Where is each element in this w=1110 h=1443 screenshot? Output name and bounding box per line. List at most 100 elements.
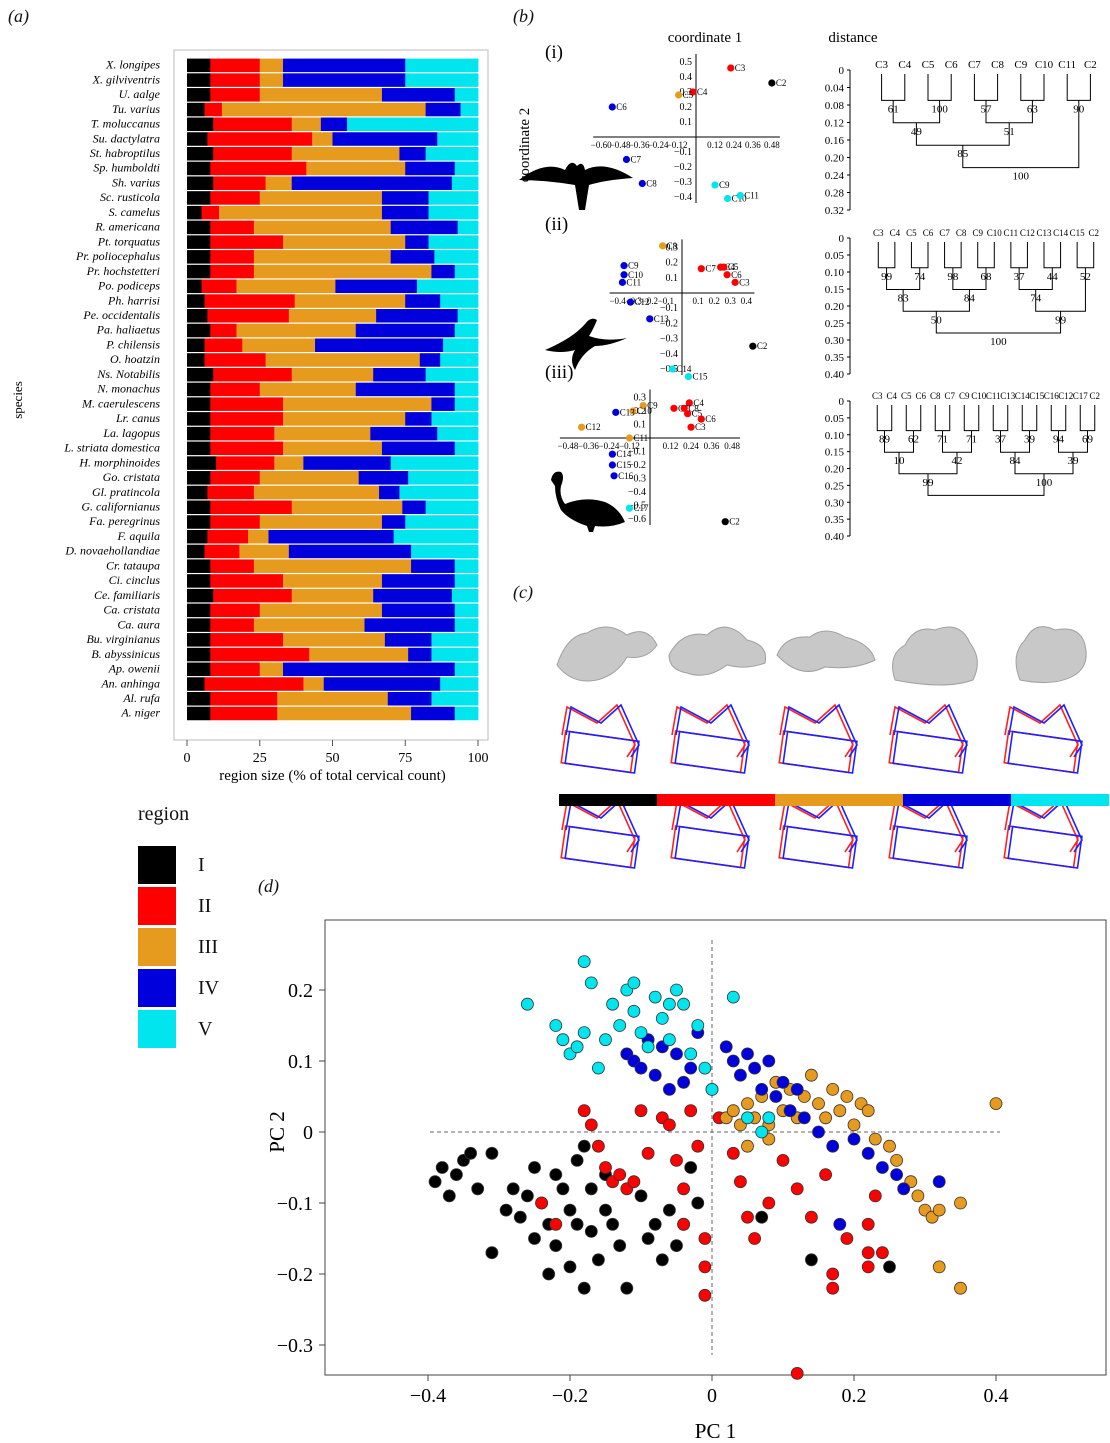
pc-point-III	[890, 1153, 903, 1167]
mds-point-label: C4	[697, 87, 708, 97]
pc-point-II	[599, 1161, 612, 1174]
bar-segment-III	[291, 588, 374, 603]
colour-bar-III	[775, 794, 903, 806]
species-label: A. niger	[120, 706, 160, 720]
bar-segment-IV	[358, 471, 409, 485]
dendro-branch	[877, 242, 896, 269]
bar-segment-II	[210, 559, 255, 573]
pc-point-I	[655, 1253, 669, 1267]
pc-point-V	[705, 1082, 719, 1096]
mds-y-tick-label: −0.5	[628, 501, 646, 512]
pc-point-III	[911, 1189, 925, 1203]
bar-segment-IV	[288, 544, 412, 559]
dendro-branch	[992, 405, 1009, 432]
bar-segment-IV	[373, 588, 453, 603]
pc-point-II	[535, 1196, 549, 1210]
bar-segment-III	[259, 73, 284, 87]
mds-x-tick-label: 0.12	[707, 140, 723, 150]
pc-point-V	[741, 1111, 754, 1125]
pc-point-II	[627, 1175, 641, 1189]
bar-segment-I	[187, 132, 208, 146]
pc-point-IV	[790, 1082, 804, 1096]
bar-segment-III	[283, 235, 406, 249]
mds-point-label: C3	[695, 422, 706, 432]
bar-segment-II	[213, 117, 293, 132]
pc-point-III	[868, 1132, 882, 1146]
dendro-branch	[927, 473, 1045, 496]
bar-segment-I	[187, 146, 214, 161]
bar-segment-V	[454, 264, 479, 279]
bar-segment-I	[187, 73, 211, 87]
wireframe-1-1	[560, 703, 640, 774]
mds-x-tick-label: 0.24	[726, 140, 742, 150]
bar-segment-II	[210, 235, 284, 249]
pc-point-I	[684, 1161, 698, 1174]
bar-segment-I	[187, 677, 205, 691]
pc-point-II	[726, 1146, 740, 1160]
wireframe-body	[892, 825, 968, 869]
bar-segment-III	[259, 662, 284, 677]
species-label: M. caerulescens	[81, 396, 160, 410]
pc-point-IV	[897, 1182, 911, 1196]
colour-bar-I	[559, 794, 657, 806]
pc-point-II	[826, 1267, 840, 1281]
mds-y-tick-label: −0.1	[660, 303, 678, 314]
mds-plot-2: (ii)−0.4−0.3−0.2−0.10.10.20.30.40.30.20.…	[545, 214, 767, 382]
dendro-leaf-label: C10	[1035, 59, 1054, 71]
bar-segment-III	[288, 309, 377, 323]
mds-x-tick-label: 0.48	[764, 140, 780, 150]
bar-segment-IV	[431, 397, 456, 411]
pc-point-II	[684, 1104, 698, 1118]
dendro-branch	[985, 100, 1033, 124]
mds-point-label: C6	[731, 270, 742, 280]
bar-segment-V	[440, 294, 479, 308]
legend-label: II	[198, 894, 212, 917]
mds-y-tick-label: −0.3	[660, 334, 678, 345]
mds-y-tick-label: 0.3	[666, 242, 679, 253]
dendro-leaf-label: C5	[901, 391, 912, 401]
species-label: X. longipes	[105, 58, 160, 72]
pc-point-IV	[812, 1125, 825, 1139]
mds-plot-1: (i) −0.60−0.48−0.36−0.24−0.12 0.12 0.24 0.36…	[545, 42, 786, 204]
bar-segment-II	[201, 279, 237, 294]
pc-point-II	[805, 1210, 818, 1224]
dendro-tick-label: 0.05	[825, 250, 845, 262]
species-label: Ap. owenii	[108, 662, 160, 676]
x-tick-label: −0.4	[410, 1385, 446, 1407]
bar-segment-II	[210, 441, 284, 456]
dendro-branch	[927, 74, 952, 101]
pc-point-IV	[762, 1054, 776, 1068]
mds-point-C12	[578, 423, 586, 431]
pc-point-I	[577, 1281, 591, 1295]
bar-segment-V	[405, 58, 479, 73]
bar-segment-I	[187, 58, 211, 73]
pc-point-V	[584, 976, 598, 990]
bar-segment-II	[210, 58, 261, 73]
dendro-tick-label: 0.25	[825, 318, 845, 330]
dendro-leaf-label: C3	[872, 391, 883, 401]
colour-bar-IV	[903, 794, 1011, 806]
legend-swatch	[138, 1010, 176, 1048]
wireframe-body	[670, 730, 746, 774]
x-tick-label: 100	[468, 751, 489, 766]
bar-segment-III	[259, 515, 383, 529]
bar-segment-I	[187, 515, 211, 529]
pc-point-II	[584, 1118, 598, 1132]
dendro-leaf-label: C6	[915, 391, 926, 401]
pc-point-II	[776, 1153, 790, 1167]
mds-point-label: C11	[633, 433, 648, 443]
pc-point-II	[698, 1232, 712, 1245]
mds-point-label: C4	[725, 262, 736, 272]
mds-y-tick-label: −0.4	[660, 349, 678, 360]
pca-scatter-plot: −0.4 −0.2 0 0.2 0.4 0.2 0.1 0 −0.1 −0.2 −0.3 PC 1 PC…	[265, 919, 1107, 1443]
mds-point-label: C5	[683, 90, 694, 100]
scatter-frame	[324, 919, 1107, 1376]
pc-point-I	[670, 1239, 683, 1253]
pc-point-V	[684, 1047, 698, 1061]
bar-segment-V	[451, 176, 479, 190]
bar-segment-I	[187, 588, 214, 603]
mds-x-tick-label: 0.1	[692, 296, 703, 306]
species-label: N. monachus	[96, 382, 160, 396]
dendro-leaf-label: C8	[991, 59, 1004, 71]
pc-point-III	[805, 1068, 818, 1082]
